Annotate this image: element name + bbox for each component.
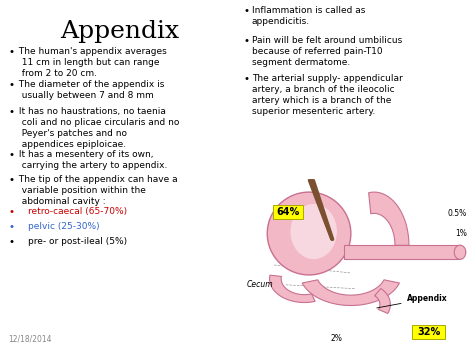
Text: •: • <box>244 36 250 46</box>
Polygon shape <box>344 245 460 259</box>
Text: 2%: 2% <box>331 334 343 343</box>
Text: 32%: 32% <box>417 327 440 337</box>
Text: •: • <box>8 207 14 217</box>
Text: •: • <box>8 47 14 57</box>
Text: It has no haustrations, no taenia
  coli and no plicae circularis and no
  Peyer: It has no haustrations, no taenia coli a… <box>16 107 179 149</box>
Text: It has a mesentery of its own,
  carrying the artery to appendix.: It has a mesentery of its own, carrying … <box>16 150 167 170</box>
FancyBboxPatch shape <box>412 325 445 339</box>
Text: retro-caecal (65-70%): retro-caecal (65-70%) <box>28 207 127 216</box>
Text: •: • <box>244 6 250 16</box>
Text: •: • <box>8 150 14 160</box>
Polygon shape <box>302 280 400 306</box>
Text: •: • <box>8 222 14 232</box>
Polygon shape <box>369 192 409 245</box>
Text: •: • <box>8 237 14 247</box>
Text: Cecum: Cecum <box>246 280 273 289</box>
Text: The human's appendix averages
  11 cm in length but can range
  from 2 to 20 cm.: The human's appendix averages 11 cm in l… <box>16 47 167 78</box>
Text: Inflammation is called as
appendicitis.: Inflammation is called as appendicitis. <box>252 6 365 26</box>
Text: Appendix: Appendix <box>377 294 447 308</box>
Text: The diameter of the appendix is
  usually between 7 and 8 mm: The diameter of the appendix is usually … <box>16 80 164 100</box>
Polygon shape <box>270 275 315 302</box>
Ellipse shape <box>454 245 466 260</box>
Text: The tip of the appendix can have a
  variable position within the
  abdominal ca: The tip of the appendix can have a varia… <box>16 175 178 206</box>
Ellipse shape <box>291 204 337 259</box>
Text: 12/18/2014: 12/18/2014 <box>8 334 52 343</box>
Text: 1%: 1% <box>455 229 467 238</box>
Text: 64%: 64% <box>276 207 300 217</box>
Text: pelvic (25-30%): pelvic (25-30%) <box>28 222 100 231</box>
Text: Pain will be felt around umbilicus
because of referred pain-T10
segment dermatom: Pain will be felt around umbilicus becau… <box>252 36 402 67</box>
Text: •: • <box>8 80 14 90</box>
FancyBboxPatch shape <box>273 205 303 219</box>
Text: Appendix: Appendix <box>61 20 180 43</box>
Text: •: • <box>8 175 14 185</box>
Text: pre- or post-ileal (5%): pre- or post-ileal (5%) <box>28 237 127 246</box>
Text: 0.5%: 0.5% <box>448 209 467 218</box>
Text: •: • <box>244 74 250 84</box>
Text: Ileum: Ileum <box>446 248 467 257</box>
Ellipse shape <box>267 192 351 275</box>
Text: The arterial supply- appendicular
artery, a branch of the ileocolic
artery which: The arterial supply- appendicular artery… <box>252 74 403 116</box>
Text: •: • <box>8 107 14 117</box>
Polygon shape <box>374 289 390 313</box>
